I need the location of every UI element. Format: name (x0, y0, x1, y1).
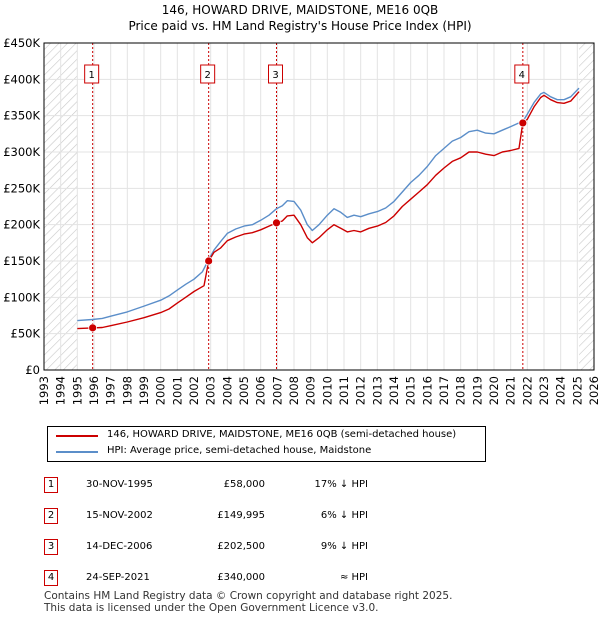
y-tick-label: £300K (3, 145, 40, 159)
y-tick-label: £150K (3, 254, 40, 268)
sale-date: 15-NOV-2002 (86, 510, 153, 521)
price-paid-line (77, 91, 580, 330)
sale-point (204, 256, 214, 266)
x-tick-label: 1999 (137, 376, 151, 405)
x-tick-label: 2018 (454, 376, 468, 405)
x-tick-label: 1994 (54, 376, 68, 405)
y-tick-label: £250K (3, 181, 40, 195)
footer-copyright: Contains HM Land Registry data © Crown c… (44, 590, 453, 602)
hatched-region (579, 43, 594, 370)
sale-marker-label: 3 (272, 70, 278, 81)
x-tick-label: 2001 (170, 376, 184, 405)
sale-hpi-comparison: 9% ↓ HPI (320, 541, 368, 552)
x-tick-label: 2014 (387, 376, 401, 405)
x-tick-label: 2025 (570, 376, 584, 405)
legend-item-price: 146, HOWARD DRIVE, MAIDSTONE, ME16 0QB (… (48, 428, 485, 444)
sale-point (88, 323, 98, 333)
table-row: 4 24-SEP-2021 £340,000 ≈ HPI (0, 570, 600, 588)
x-tick-label: 2019 (470, 376, 484, 405)
x-tick-label: 2011 (337, 376, 351, 405)
x-tick-label: 2008 (287, 376, 301, 405)
sale-price: £340,000 (217, 572, 265, 583)
y-tick-label: £50K (11, 327, 41, 341)
x-tick-label: 2002 (187, 376, 201, 405)
x-tick-label: 2009 (304, 376, 318, 405)
y-tick-label: £450K (3, 36, 40, 50)
legend-label-hpi: HPI: Average price, semi-detached house,… (107, 445, 372, 456)
sale-date: 30-NOV-1995 (86, 479, 153, 490)
legend-item-hpi: HPI: Average price, semi-detached house,… (48, 444, 485, 460)
sale-marker-label: 2 (204, 70, 210, 81)
x-tick-label: 2015 (404, 376, 418, 405)
x-tick-label: 1993 (37, 376, 51, 405)
sale-hpi-comparison: 17% ↓ HPI (314, 479, 368, 490)
x-tick-label: 2000 (154, 376, 168, 405)
x-tick-label: 2005 (237, 376, 251, 405)
sale-marker-box (514, 64, 530, 84)
table-row: 1 30-NOV-1995 £58,000 17% ↓ HPI (0, 477, 600, 495)
x-tick-label: 2020 (487, 376, 501, 405)
y-tick-label: £200K (3, 218, 40, 232)
x-tick-label: 2006 (254, 376, 268, 405)
legend-label-price: 146, HOWARD DRIVE, MAIDSTONE, ME16 0QB (… (107, 429, 457, 440)
x-tick-label: 2017 (437, 376, 451, 405)
x-tick-label: 2003 (204, 376, 218, 405)
legend-swatch-hpi (56, 451, 98, 453)
sale-point (272, 218, 281, 228)
y-tick-label: £0 (25, 363, 40, 377)
x-tick-label: 1998 (120, 376, 134, 405)
x-tick-label: 1996 (87, 376, 101, 405)
sale-marker-box (268, 64, 283, 84)
sale-marker-label: 4 (519, 70, 525, 81)
sale-price: £149,995 (217, 510, 265, 521)
table-row: 2 15-NOV-2002 £149,995 6% ↓ HPI (0, 508, 600, 526)
sale-number-badge: 4 (44, 570, 58, 586)
x-tick-label: 1995 (70, 376, 84, 405)
legend-swatch-price (56, 435, 98, 437)
y-tick-label: £400K (3, 72, 40, 86)
y-tick-label: £350K (3, 109, 40, 123)
hpi-line (77, 87, 580, 322)
sale-hpi-comparison: ≈ HPI (339, 572, 368, 583)
sale-price: £202,500 (217, 541, 265, 552)
chart-legend: 146, HOWARD DRIVE, MAIDSTONE, ME16 0QB (… (47, 426, 486, 462)
sale-marker-box (84, 64, 100, 84)
sale-marker-box (200, 64, 216, 84)
x-tick-label: 2024 (554, 376, 568, 405)
x-tick-label: 2022 (520, 376, 534, 405)
x-tick-label: 1997 (104, 376, 118, 405)
sale-number-badge: 3 (44, 539, 58, 555)
x-tick-label: 2021 (504, 376, 518, 405)
x-tick-label: 2004 (220, 376, 234, 405)
x-tick-label: 2023 (537, 376, 551, 405)
plot-frame (43, 42, 595, 371)
price-chart: 1 2 3 4 £0 £50K £100K £150K £200K £250K £300K £350… (3, 36, 600, 405)
x-tick-label: 2013 (370, 376, 384, 405)
sale-price: £58,000 (223, 479, 265, 490)
sale-date: 24-SEP-2021 (86, 572, 150, 583)
x-tick-label: 2026 (587, 376, 600, 405)
chart-subtitle: Price paid vs. HM Land Registry's House … (128, 19, 472, 33)
chart-title-address: 146, HOWARD DRIVE, MAIDSTONE, ME16 0QB (161, 3, 439, 17)
x-tick-label: 2010 (320, 376, 334, 405)
x-tick-label: 2012 (354, 376, 368, 405)
sale-marker-label: 1 (88, 70, 94, 81)
table-row: 3 14-DEC-2006 £202,500 9% ↓ HPI (0, 539, 600, 557)
x-tick-label: 2016 (420, 376, 434, 405)
sale-date: 14-DEC-2006 (86, 541, 153, 552)
footer-licence: This data is licensed under the Open Gov… (44, 602, 379, 614)
sale-number-badge: 1 (44, 477, 58, 493)
sale-number-badge: 2 (44, 508, 58, 524)
sale-point (518, 118, 528, 128)
y-tick-label: £100K (3, 290, 40, 304)
sale-hpi-comparison: 6% ↓ HPI (320, 510, 368, 521)
x-tick-label: 2007 (270, 376, 284, 405)
